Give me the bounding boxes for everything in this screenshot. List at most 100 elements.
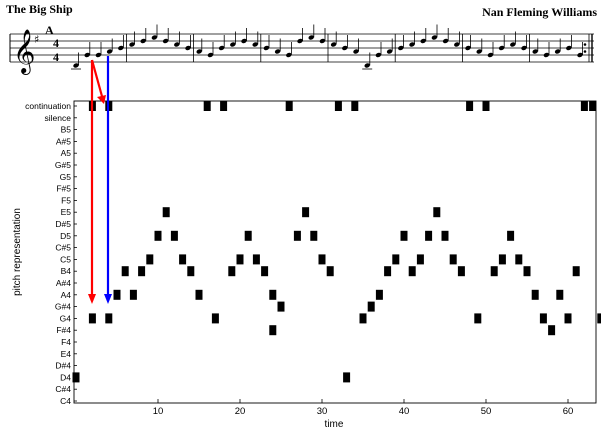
- note-head: [207, 52, 214, 58]
- y-tick-label: F5: [61, 195, 71, 205]
- data-point: [457, 266, 465, 277]
- note-head: [196, 49, 202, 54]
- y-tick-label: F4: [61, 337, 71, 347]
- note-head: [375, 52, 382, 58]
- data-point: [548, 325, 556, 336]
- note-head: [398, 45, 404, 51]
- note-head: [218, 45, 225, 51]
- data-point: [433, 207, 441, 218]
- y-tick-label: A5: [61, 148, 72, 158]
- data-point: [236, 254, 244, 265]
- data-point: [302, 207, 310, 218]
- data-point: [441, 230, 449, 241]
- note-head: [409, 42, 415, 47]
- data-point: [392, 254, 400, 265]
- plot-area-frame: [73, 100, 597, 404]
- data-point: [490, 266, 498, 277]
- note-head: [487, 52, 494, 58]
- y-tick-label: A#5: [56, 136, 71, 146]
- data-point: [326, 266, 334, 277]
- y-tick-label: D#4: [55, 361, 71, 371]
- data-point: [170, 230, 178, 241]
- y-tick-label: continuation: [25, 101, 71, 111]
- y-tick-label: B4: [61, 266, 72, 276]
- x-axis: 10 20 30 40 50 60: [153, 399, 574, 417]
- data-point: [359, 313, 367, 324]
- data-marks: [72, 101, 601, 383]
- data-point: [425, 230, 433, 241]
- y-tick-label: E4: [61, 349, 72, 359]
- data-point: [121, 266, 129, 277]
- data-point: [589, 101, 597, 111]
- y-tick-label: G4: [60, 313, 72, 323]
- note-head: [252, 42, 258, 47]
- x-tick-label: 10: [153, 406, 164, 417]
- score-notes: [71, 24, 583, 70]
- y-tick-label: B5: [61, 125, 72, 135]
- data-point: [523, 266, 531, 277]
- note-head: [129, 42, 135, 47]
- note-head: [498, 45, 505, 51]
- note-head: [386, 49, 393, 54]
- note-head: [353, 49, 359, 54]
- data-point: [146, 254, 154, 265]
- y-tick-label: F#5: [56, 184, 71, 194]
- note-head: [308, 35, 314, 40]
- note-head: [465, 45, 471, 51]
- note-head: [330, 42, 337, 47]
- note-head: [241, 38, 247, 44]
- note-head: [263, 45, 270, 51]
- red-arrowhead: [88, 294, 96, 304]
- data-point: [269, 289, 277, 300]
- note-head: [442, 38, 449, 44]
- data-point: [580, 101, 588, 111]
- y-tick-label: C4: [60, 396, 71, 406]
- data-point: [203, 101, 211, 111]
- note-head: [151, 35, 158, 40]
- x-tick-label: 40: [399, 406, 410, 417]
- data-point: [252, 254, 260, 265]
- data-point: [466, 101, 474, 111]
- data-point: [449, 254, 457, 265]
- data-point: [195, 289, 203, 300]
- note-head: [73, 63, 79, 68]
- blue-arrowhead: [104, 294, 112, 304]
- note-head: [510, 42, 516, 47]
- note-head: [185, 45, 191, 51]
- data-point: [129, 289, 137, 300]
- data-point: [277, 301, 285, 312]
- data-point: [400, 230, 408, 241]
- x-tick-label: 20: [235, 406, 246, 417]
- data-point: [416, 254, 424, 265]
- data-point: [293, 230, 301, 241]
- data-point: [154, 230, 162, 241]
- data-point: [367, 301, 375, 312]
- data-point: [408, 266, 416, 277]
- y-tick-label: D#5: [55, 219, 71, 229]
- time-signature-bottom: 4: [53, 50, 59, 64]
- note-head: [543, 52, 550, 58]
- data-point: [343, 372, 351, 383]
- score-barlines: [126, 34, 530, 62]
- time-signature-top: 4: [53, 36, 59, 50]
- y-tick-label: F#4: [56, 325, 71, 335]
- data-point: [162, 207, 170, 218]
- data-point: [113, 289, 121, 300]
- x-tick-label: 60: [563, 406, 574, 417]
- data-point: [539, 313, 547, 324]
- data-point: [88, 313, 96, 324]
- data-point: [138, 266, 146, 277]
- data-point: [310, 230, 318, 241]
- note-head: [297, 38, 303, 44]
- note-head: [174, 42, 180, 47]
- note-head: [532, 49, 538, 54]
- data-point: [187, 266, 195, 277]
- note-head: [118, 45, 124, 51]
- pitch-arrows: [88, 56, 112, 304]
- data-point: [285, 101, 293, 111]
- data-point: [375, 289, 383, 300]
- data-point: [105, 313, 113, 324]
- key-signature-sharp-icon: ♯: [34, 33, 39, 46]
- y-tick-label: A#4: [56, 278, 71, 288]
